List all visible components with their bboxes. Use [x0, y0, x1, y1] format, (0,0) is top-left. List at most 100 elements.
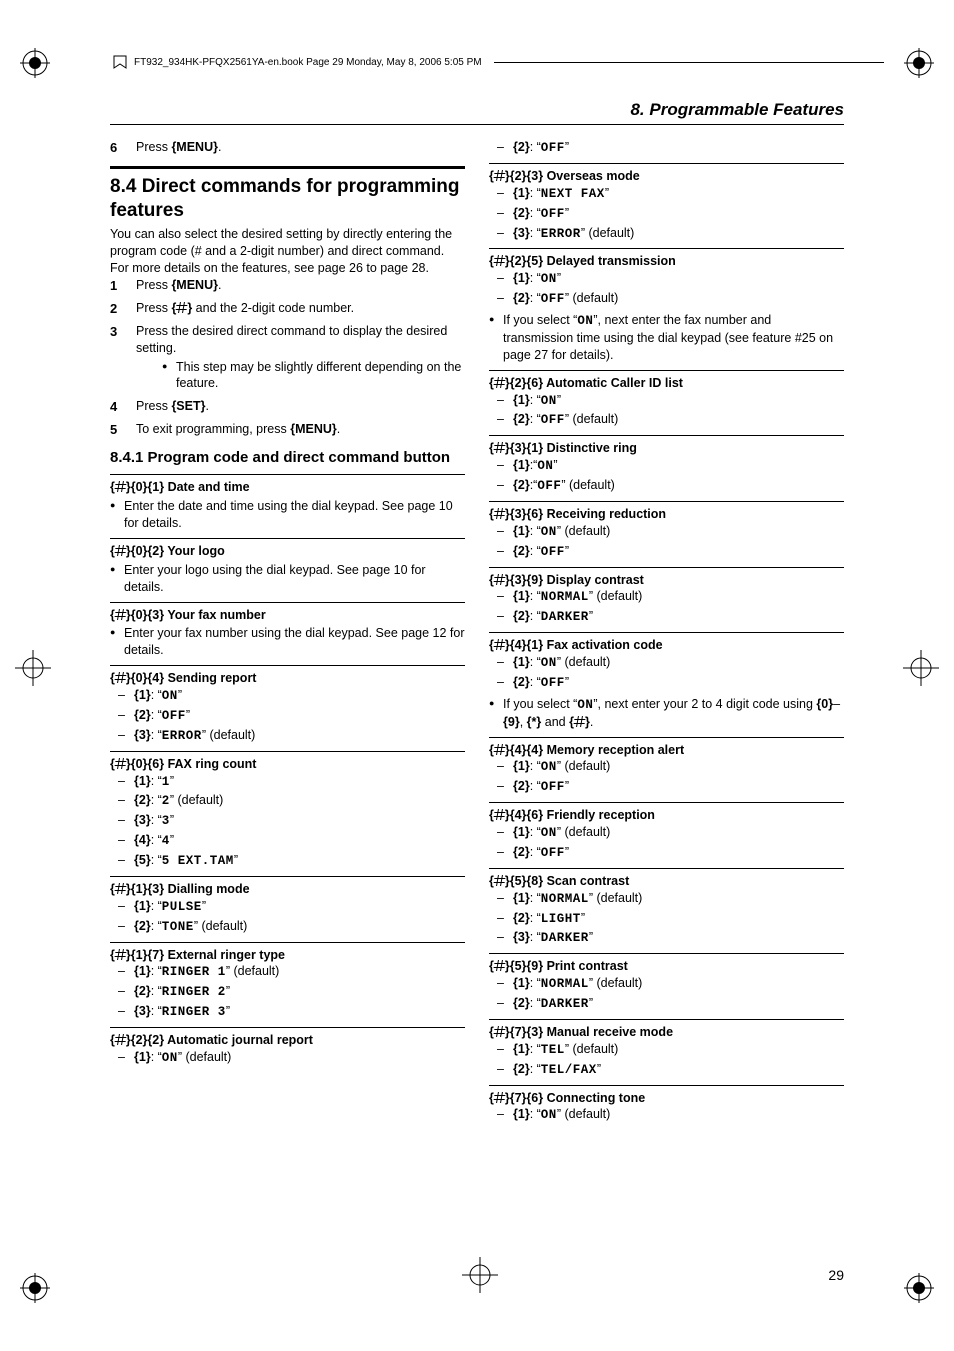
feature-divider [489, 802, 844, 803]
feature-41: {}{4}{1} Fax activation code{1}: “ON” (d… [489, 632, 844, 730]
section-rule [110, 166, 465, 169]
section-8-4-title: 8.4 Direct commands for programming feat… [110, 175, 465, 223]
feature-06: {}{0}{6} FAX ring count{1}: “1”{2}: “2” … [110, 751, 465, 870]
hash-icon [494, 508, 505, 519]
option-2: {2}: “OFF” (default) [489, 411, 844, 429]
option-1: {1}: “ON” (default) [489, 824, 844, 842]
page-number: 29 [828, 1267, 844, 1283]
option-2: {2}: “2” (default) [110, 792, 465, 810]
hash-icon [115, 1034, 126, 1045]
feature-note: Enter the date and time using the dial k… [110, 498, 465, 532]
feature-note: Enter your fax number using the dial key… [110, 625, 465, 659]
hash-icon [494, 744, 505, 755]
option-3: {3}: “RINGER 3” [110, 1003, 465, 1021]
option-3: {3}: “ERROR” (default) [110, 727, 465, 745]
option-2: {2}: “DARKER” [489, 995, 844, 1013]
hash-icon [494, 1092, 505, 1103]
menu-key: {MENU} [171, 140, 218, 154]
option-2: {2}: “OFF” [110, 707, 465, 725]
feature-22: {}{2}{2} Automatic journal report{1}: “O… [110, 1027, 465, 1067]
feature-title: {}{0}{4} Sending report [110, 670, 465, 687]
feature-title: {}{7}{6} Connecting tone [489, 1090, 844, 1107]
feature-title: {}{0}{6} FAX ring count [110, 756, 465, 773]
feature-58: {}{5}{8} Scan contrast{1}: “NORMAL” (def… [489, 868, 844, 948]
option-1: {1}: “TEL” (default) [489, 1041, 844, 1059]
feature-04: {}{0}{4} Sending report{1}: “ON”{2}: “OF… [110, 665, 465, 745]
section-8-4-intro: You can also select the desired setting … [110, 226, 465, 260]
chapter-title: 8. Programmable Features [110, 100, 844, 125]
feature-divider [110, 474, 465, 475]
feature-title: {}{2}{6} Automatic Caller ID list [489, 375, 844, 392]
option-1: {1}: “ON” (default) [110, 1049, 465, 1067]
procedure-steps: Press {MENU}.Press {} and the 2-digit co… [110, 277, 465, 438]
option-5: {5}: “5 EXT.TAM” [110, 852, 465, 870]
feature-title: {}{2}{5} Delayed transmission [489, 253, 844, 270]
option-1: {1}: “ON” (default) [489, 523, 844, 541]
feature-divider [489, 1019, 844, 1020]
option-1: {1}: “NORMAL” (default) [489, 588, 844, 606]
step-6: Press {MENU}. [110, 139, 465, 156]
option-1: {1}: “ON” [489, 270, 844, 288]
feature-divider [489, 953, 844, 954]
feature-01: {}{0}{1} Date and timeEnter the date and… [110, 474, 465, 532]
feature-divider [489, 163, 844, 164]
feature-title: {}{3}{6} Receiving reduction [489, 506, 844, 523]
hash-icon [494, 574, 505, 585]
option-4: {4}: “4” [110, 832, 465, 850]
feature-title: {}{5}{8} Scan contrast [489, 873, 844, 890]
section-8-4-see: For more details on the features, see pa… [110, 260, 465, 277]
hash-icon [115, 949, 126, 960]
hash-icon [494, 875, 505, 886]
feature-03: {}{0}{3} Your fax numberEnter your fax n… [110, 602, 465, 660]
feature-bullet: If you select “ON”, next enter the fax n… [489, 312, 844, 364]
hash-icon [494, 170, 505, 181]
option-2: {2}: “OFF” [489, 205, 844, 223]
crop-mark-mid-right [903, 650, 939, 686]
book-running-header: FT932_934HK-PFQX2561YA-en.book Page 29 M… [112, 54, 884, 70]
feature-26: {}{2}{6} Automatic Caller ID list{1}: “O… [489, 370, 844, 430]
step-note: This step may be slightly different depe… [162, 359, 465, 393]
feature-title: {}{2}{2} Automatic journal report [110, 1032, 465, 1049]
step-4: Press {SET}. [110, 398, 465, 415]
step-5: To exit programming, press {MENU}. [110, 421, 465, 438]
feature-44: {}{4}{4} Memory reception alert{1}: “ON”… [489, 737, 844, 797]
hash-icon [494, 377, 505, 388]
book-icon [112, 54, 128, 70]
feature-title: {}{0}{2} Your logo [110, 543, 465, 560]
page-content: 8. Programmable Features Press {MENU}. 8… [110, 100, 844, 1261]
option-2: {2}: “TEL/FAX” [489, 1061, 844, 1079]
feature-title: {}{2}{3} Overseas mode [489, 168, 844, 185]
option-2: {2}: “OFF” [489, 543, 844, 561]
manual-page: FT932_934HK-PFQX2561YA-en.book Page 29 M… [0, 0, 954, 1351]
feature-divider [110, 602, 465, 603]
feature-23: {}{2}{3} Overseas mode{1}: “NEXT FAX”{2}… [489, 163, 844, 243]
step-2: Press {} and the 2-digit code number. [110, 300, 465, 317]
option-1: {1}: “ON” (default) [489, 758, 844, 776]
feature-17: {}{1}{7} External ringer type{1}: “RINGE… [110, 942, 465, 1022]
feature-25: {}{2}{5} Delayed transmission{1}: “ON”{2… [489, 248, 844, 363]
option-2: {2}: “OFF” [489, 674, 844, 692]
feature-title: {}{3}{1} Distinctive ring [489, 440, 844, 457]
feature-divider [489, 567, 844, 568]
hash-icon [494, 1026, 505, 1037]
feature-title: {}{4}{1} Fax activation code [489, 637, 844, 654]
hash-icon [494, 442, 505, 453]
option-1: {1}: “ON” [489, 392, 844, 410]
hash-icon [494, 809, 505, 820]
option-1: {1}: “RINGER 1” (default) [110, 963, 465, 981]
crop-mark-top-right [904, 48, 934, 78]
hash-icon [115, 481, 126, 492]
feature-31: {}{3}{1} Distinctive ring{1}:“ON”{2}:“OF… [489, 435, 844, 495]
feature-59: {}{5}{9} Print contrast{1}: “NORMAL” (de… [489, 953, 844, 1013]
hash-icon [494, 639, 505, 650]
step-3: Press the desired direct command to disp… [110, 323, 465, 393]
feature-divider [489, 370, 844, 371]
book-header-text: FT932_934HK-PFQX2561YA-en.book Page 29 M… [134, 57, 482, 68]
feature-divider [489, 435, 844, 436]
feature-divider [489, 248, 844, 249]
feature-divider [110, 1027, 465, 1028]
hash-icon [574, 716, 585, 727]
hash-icon [115, 609, 126, 620]
feature-title: {}{3}{9} Display contrast [489, 572, 844, 589]
option-3: {3}: “ERROR” (default) [489, 225, 844, 243]
